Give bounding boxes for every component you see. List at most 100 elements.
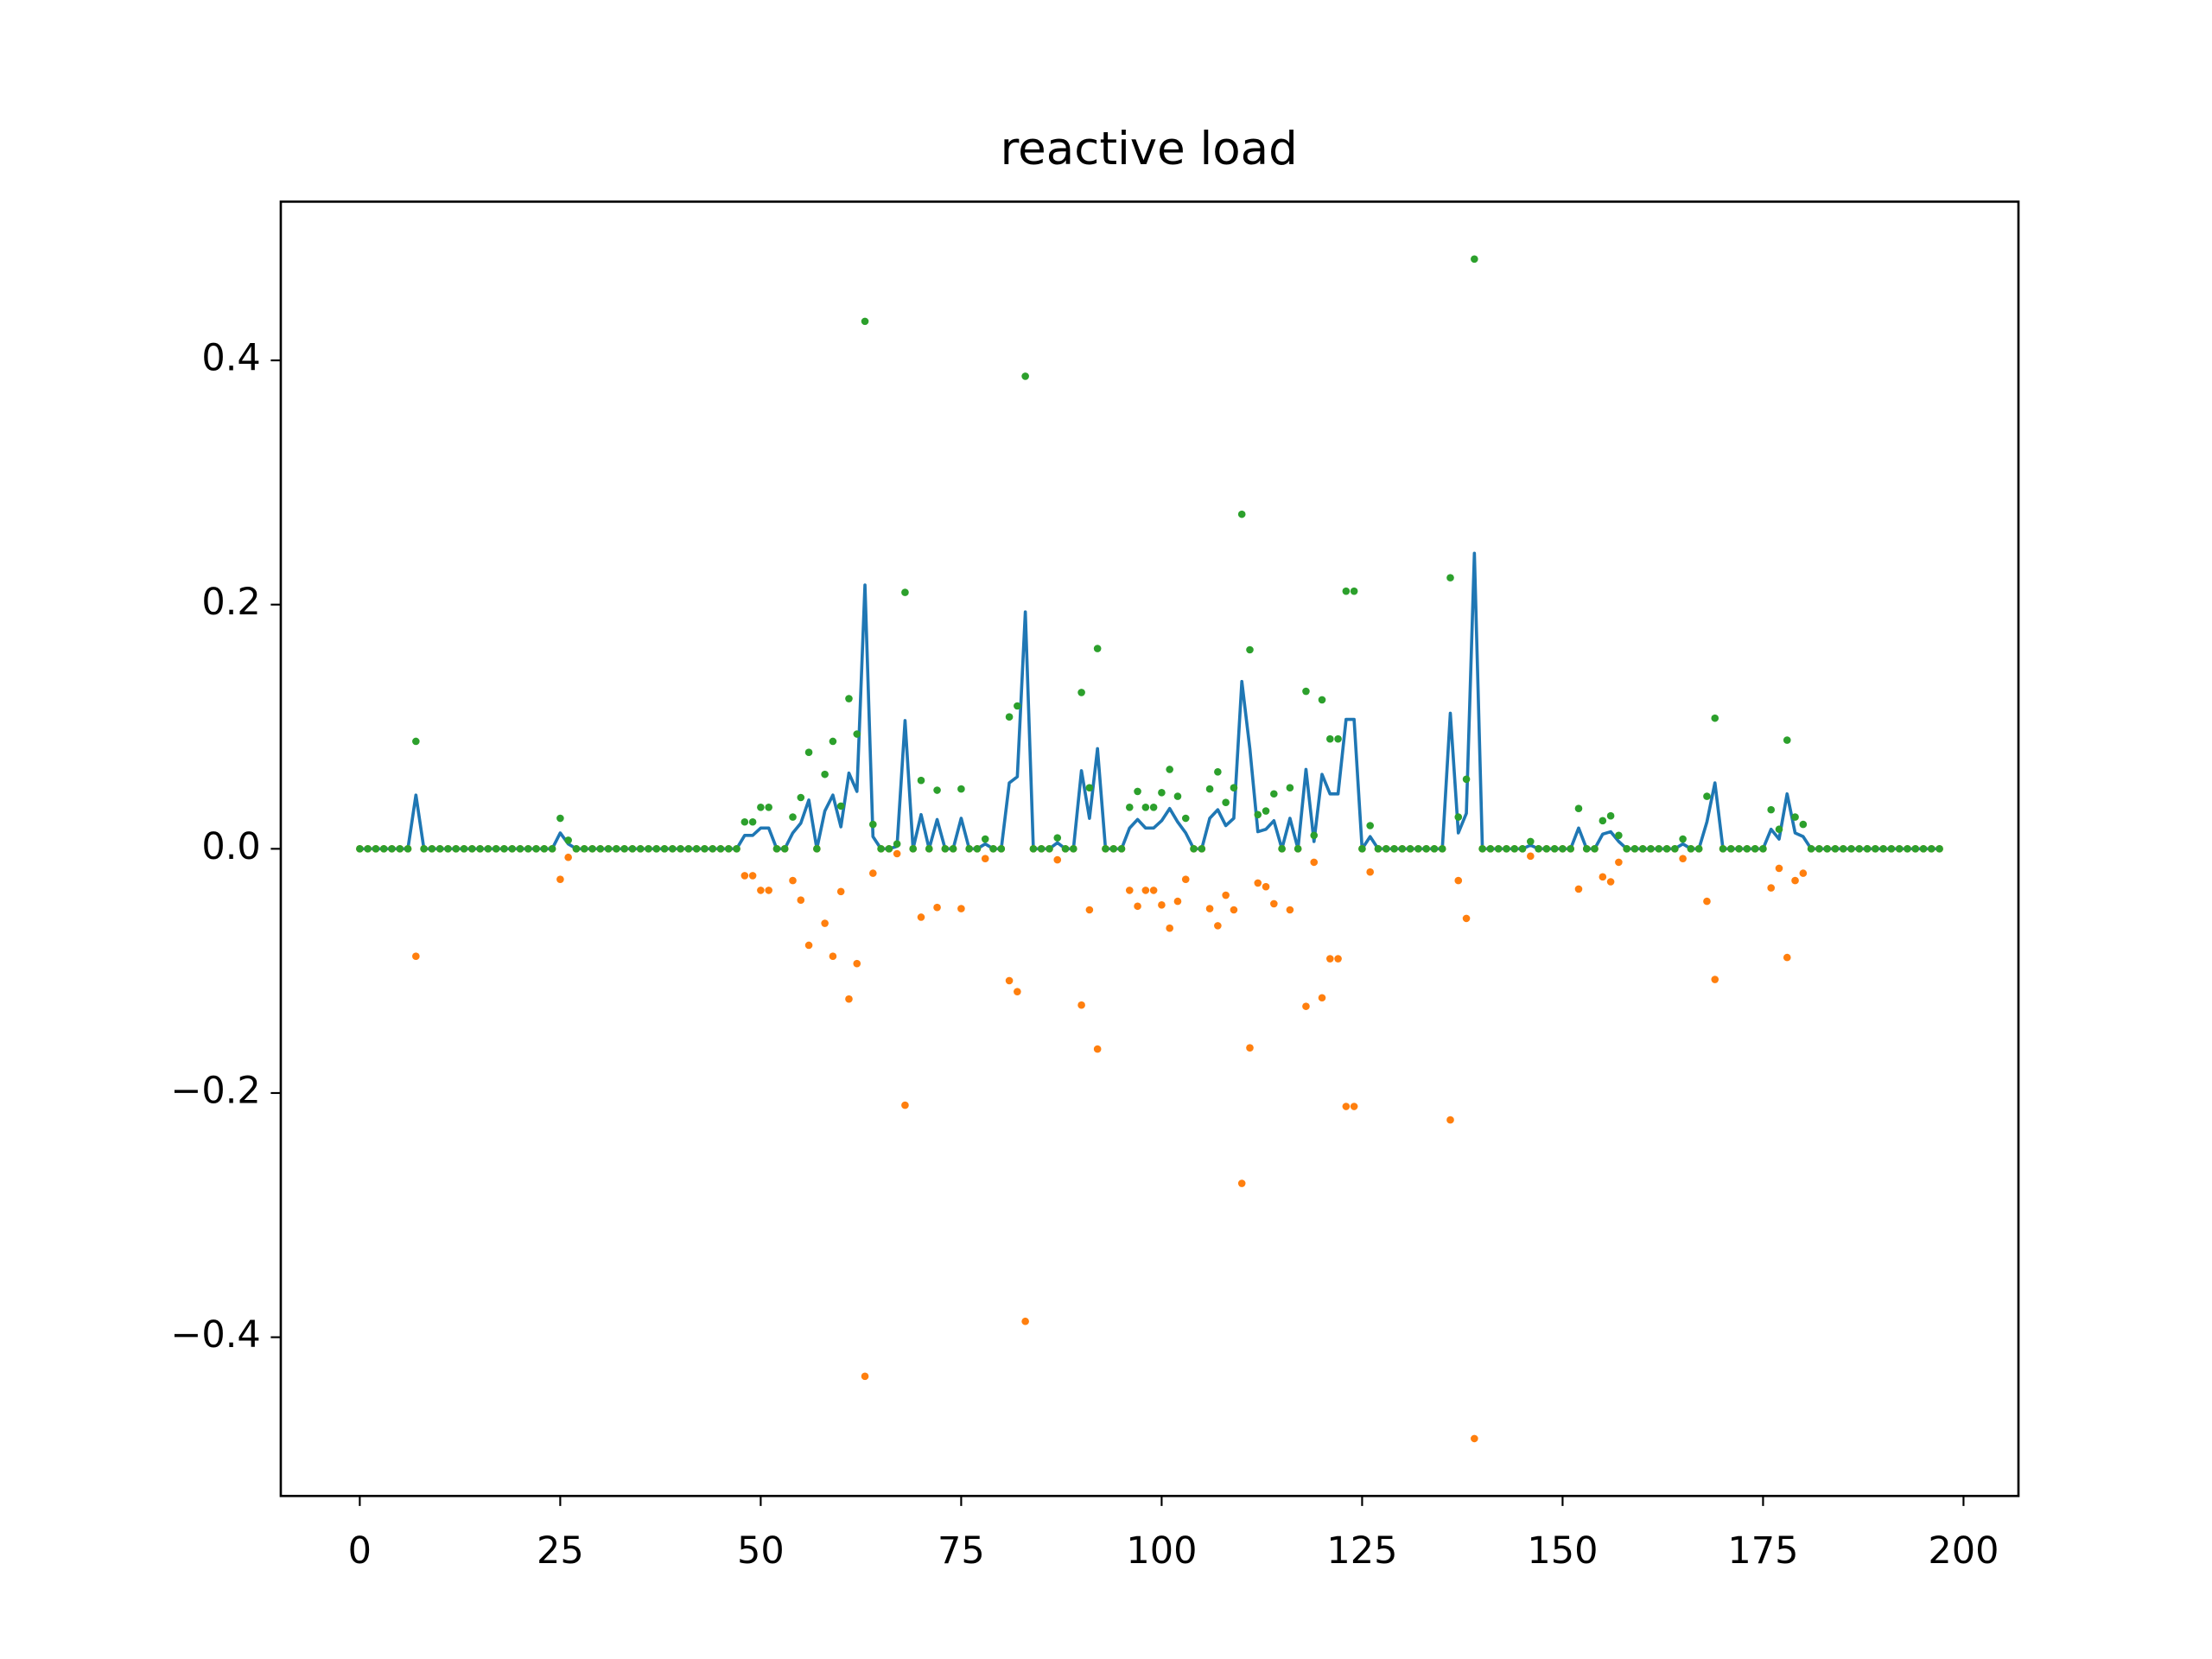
data-point <box>588 845 596 853</box>
data-point <box>1719 845 1727 853</box>
data-point <box>893 840 901 848</box>
data-point <box>973 845 982 853</box>
data-point <box>1904 845 1911 853</box>
data-point <box>1358 845 1366 853</box>
data-point <box>444 845 452 853</box>
data-point <box>1077 689 1085 696</box>
data-point <box>877 845 885 853</box>
data-point <box>1334 734 1342 743</box>
data-point <box>435 845 444 853</box>
data-point <box>1046 845 1053 853</box>
data-point <box>1478 845 1486 853</box>
data-point <box>564 853 572 861</box>
data-point <box>1350 1103 1358 1110</box>
x-tick-label: 50 <box>737 1529 785 1573</box>
data-point <box>741 817 749 826</box>
data-point <box>789 876 797 885</box>
data-point <box>1535 845 1542 853</box>
data-point <box>1655 845 1663 853</box>
data-point <box>1214 922 1222 930</box>
data-point <box>412 737 420 746</box>
x-tick-label: 0 <box>348 1529 372 1573</box>
data-point <box>1158 901 1166 909</box>
data-point <box>356 845 364 853</box>
data-point <box>1278 845 1286 853</box>
data-point <box>861 1372 869 1381</box>
data-point <box>1246 645 1254 654</box>
data-point <box>1751 845 1759 853</box>
data-point <box>1694 845 1703 853</box>
data-point <box>1085 906 1094 914</box>
data-point <box>484 845 493 853</box>
data-point <box>981 835 989 843</box>
data-point <box>829 737 837 746</box>
data-point <box>1085 784 1094 791</box>
data-point <box>1687 845 1695 853</box>
data-point <box>1270 899 1278 908</box>
x-tick-label: 75 <box>938 1529 985 1573</box>
data-point <box>1526 837 1535 846</box>
x-tick-label: 175 <box>1727 1529 1798 1573</box>
data-point <box>748 872 757 880</box>
data-point <box>669 845 677 853</box>
data-point <box>1125 887 1134 894</box>
data-point <box>604 845 613 853</box>
data-point <box>909 845 918 853</box>
data-point <box>1414 845 1422 853</box>
data-point <box>1422 845 1430 853</box>
data-point <box>925 845 933 853</box>
plot-frame <box>279 200 2020 1497</box>
data-point <box>765 887 772 894</box>
data-point <box>1759 845 1767 853</box>
data-point <box>1526 852 1535 861</box>
data-point <box>1310 831 1319 840</box>
data-point <box>1302 1002 1310 1010</box>
data-point <box>420 845 428 853</box>
data-point <box>1222 891 1230 899</box>
data-point <box>1077 1001 1085 1009</box>
data-point <box>933 786 941 794</box>
chart-title: reactive load <box>1001 123 1298 175</box>
data-point <box>396 845 404 853</box>
data-point <box>1310 858 1319 867</box>
data-point <box>1647 845 1655 853</box>
data-point <box>901 588 909 596</box>
data-point <box>628 845 637 853</box>
data-point <box>981 855 989 862</box>
data-point <box>1237 1179 1246 1187</box>
data-point <box>997 845 1006 853</box>
data-point <box>460 845 468 853</box>
data-point <box>1061 845 1070 853</box>
data-point <box>1510 845 1519 853</box>
data-point <box>388 845 396 853</box>
data-point <box>1286 906 1294 914</box>
data-point <box>1872 845 1879 853</box>
data-point <box>748 817 757 826</box>
data-point <box>1141 887 1150 894</box>
data-point <box>1134 787 1141 796</box>
data-point <box>1503 845 1510 853</box>
data-point <box>780 845 789 853</box>
data-point <box>989 845 997 853</box>
data-point <box>757 803 765 811</box>
data-point <box>677 845 684 853</box>
data-point <box>1615 831 1623 840</box>
data-point <box>636 845 645 853</box>
data-point <box>1936 845 1943 853</box>
data-point <box>1791 813 1799 821</box>
data-point <box>1125 803 1134 811</box>
data-point <box>1863 845 1872 853</box>
data-point <box>1743 845 1751 853</box>
data-point <box>933 903 941 912</box>
data-point <box>821 919 829 927</box>
data-point <box>1638 845 1647 853</box>
data-point <box>1262 882 1270 891</box>
data-point <box>1855 845 1864 853</box>
data-point <box>364 845 372 853</box>
data-point <box>1471 255 1478 264</box>
data-point <box>1494 845 1503 853</box>
data-point <box>821 770 829 779</box>
data-point <box>1430 845 1439 853</box>
x-tick-label: 100 <box>1126 1529 1197 1573</box>
